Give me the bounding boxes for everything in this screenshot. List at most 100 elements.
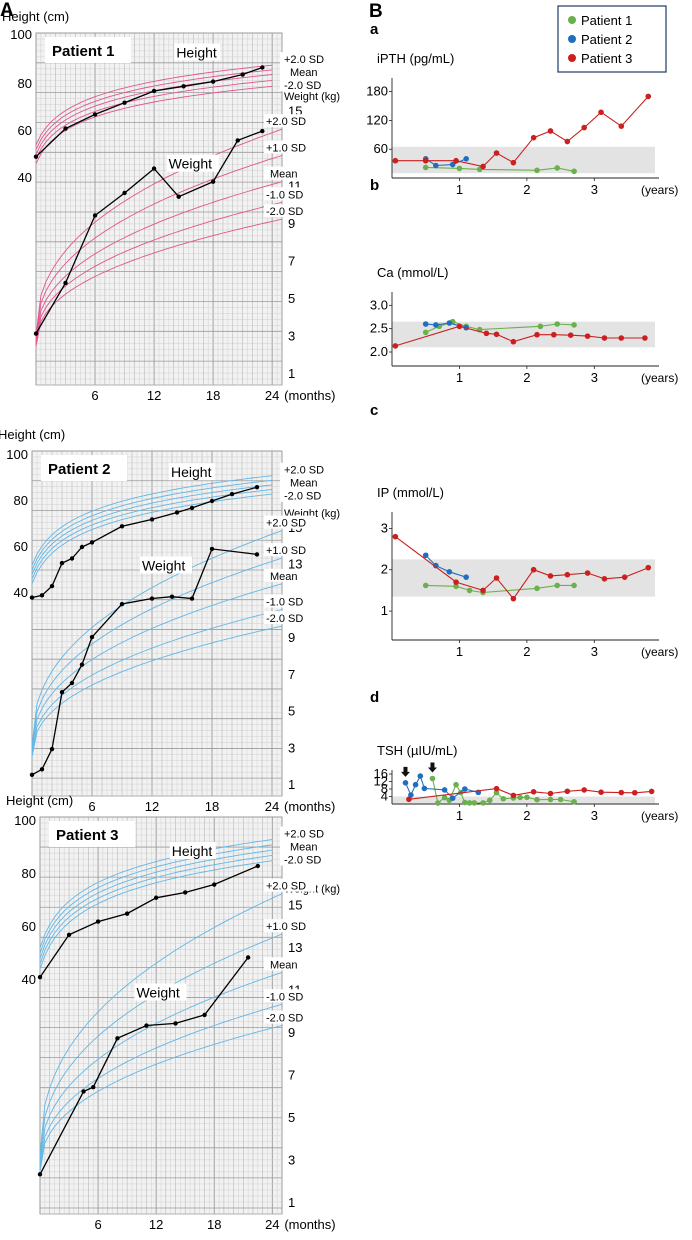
weight-data-point (115, 1036, 120, 1041)
sd-label-bg (280, 52, 332, 66)
series-line-patient-2 (425, 554, 467, 578)
data-point (530, 134, 537, 141)
weight-tick-label: 7 (288, 253, 295, 268)
weight-ref-curve (35, 201, 283, 345)
weight-sd-label: Mean (270, 959, 298, 971)
weight-data-point (144, 1023, 149, 1028)
weight-data-point (189, 596, 195, 601)
y-tick-label: 180 (366, 84, 388, 99)
data-point (453, 157, 459, 164)
weight-data-point (260, 128, 265, 134)
weight-tick-label: 3 (288, 328, 295, 343)
weight-data-point (81, 1089, 86, 1094)
weight-data-point (122, 190, 127, 196)
data-point (564, 788, 571, 795)
x-tick-label: 3 (591, 808, 598, 823)
height-data-point (149, 517, 155, 522)
height-data-point (260, 65, 265, 70)
data-point (486, 797, 493, 804)
height-sd-label: +2.0 SD (284, 465, 324, 477)
height-data-point (49, 583, 55, 589)
month-tick-label: 24 (265, 1217, 279, 1232)
chart-grid (39, 816, 283, 1215)
height-word: Height (176, 45, 217, 61)
series-line-patient-1 (425, 166, 575, 172)
x-axis-label: (years) (641, 645, 678, 659)
data-point (441, 787, 448, 793)
height-data-point (95, 919, 101, 924)
title-bg (45, 37, 131, 63)
height-data-point (254, 485, 260, 490)
data-point (584, 570, 591, 576)
data-point (571, 798, 577, 805)
data-point (537, 323, 544, 330)
data-point (480, 800, 486, 806)
data-point (571, 322, 577, 328)
height-series-line (39, 865, 259, 978)
weight-word: Weight (169, 156, 212, 172)
data-point (433, 322, 439, 328)
data-point (446, 569, 453, 575)
patient-1-growth-chart: Patient 1806040100151311975316121824(mon… (2, 9, 340, 403)
month-tick-label: 12 (145, 799, 159, 814)
height-data-point (255, 863, 260, 869)
data-point (480, 163, 486, 170)
data-point (422, 164, 429, 171)
sd-label-bg (280, 462, 332, 476)
weight-word-bg (140, 556, 192, 574)
data-point (456, 323, 463, 330)
title-bg (41, 455, 127, 481)
height-axis-label: Height (cm) (6, 793, 73, 808)
sd-label-bg (264, 878, 316, 892)
weight-tick-label: 3 (288, 1152, 295, 1167)
height-data-point (29, 595, 35, 600)
weight-ref-curve (31, 609, 283, 756)
data-point (421, 785, 428, 792)
legend: Patient 1 Patient 2 Patient 3 (557, 5, 667, 73)
weight-tick-label: 3 (288, 740, 295, 755)
legend-marker (568, 35, 576, 43)
height-ref-curve (31, 484, 273, 575)
data-point (547, 573, 554, 579)
sd-label-bg (280, 78, 332, 92)
month-tick-label: 18 (205, 799, 219, 814)
data-point (493, 785, 500, 792)
height-tick-label: 80 (14, 493, 28, 508)
y-tick-label: 120 (366, 112, 388, 127)
data-point (402, 780, 409, 786)
data-point (449, 161, 456, 168)
data-point (408, 792, 414, 798)
weight-ref-curve (31, 625, 283, 758)
height-word-bg (169, 463, 215, 481)
data-point (422, 582, 429, 589)
data-point (534, 331, 540, 338)
height-data-point (189, 505, 195, 511)
height-ref-curve (35, 85, 273, 164)
weight-sd-label: +1.0 SD (266, 142, 306, 154)
lab-chart-ylabel: iPTH (pg/mL) (377, 51, 454, 66)
weight-data-point (89, 634, 95, 640)
y-tick-label: 2.5 (370, 321, 388, 336)
data-point (601, 576, 608, 582)
months-axis-label: (months) (284, 1217, 335, 1232)
weight-data-point (69, 680, 75, 686)
weight-tick-label: 5 (288, 1110, 295, 1125)
data-point (534, 167, 540, 174)
data-point (453, 781, 459, 788)
panel-letter-b: B (369, 1, 383, 22)
weight-data-point (79, 662, 85, 667)
data-point (571, 168, 577, 175)
height-axis-label: Height (cm) (2, 9, 69, 24)
height-data-point (183, 890, 188, 895)
height-data-point (210, 79, 216, 84)
series-line-patient-3 (395, 536, 649, 600)
patient-title-text: Patient 1 (52, 43, 115, 60)
data-point (554, 321, 561, 327)
data-point (471, 800, 478, 806)
patient-title: Patient 2 (41, 455, 127, 481)
data-point (547, 128, 554, 134)
height-sd-label: Mean (290, 67, 318, 79)
data-point (456, 165, 463, 172)
x-tick-label: 3 (591, 644, 598, 659)
weight-sd-label: +2.0 SD (266, 881, 306, 893)
